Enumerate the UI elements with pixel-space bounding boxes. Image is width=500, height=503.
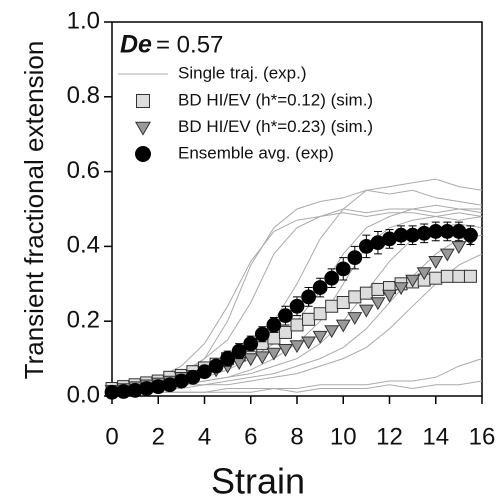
trajectory-line: [111, 212, 483, 389]
triangle-point: [312, 330, 328, 344]
circle-point: [254, 326, 270, 342]
legend-symbol: [136, 94, 150, 108]
x-tick-label: 12: [376, 423, 403, 450]
x-tick-label: 0: [105, 423, 118, 450]
circle-point: [278, 308, 293, 323]
circle-point: [301, 289, 316, 305]
triangle-point: [393, 282, 409, 296]
triangle-point: [266, 347, 282, 361]
square-point: [440, 269, 454, 283]
square-point: [278, 325, 292, 339]
square-point: [452, 269, 466, 283]
triangle-point: [301, 336, 317, 350]
circle-point: [463, 227, 478, 243]
triangle-point: [335, 319, 351, 333]
square-point: [313, 307, 327, 321]
triangle-point: [324, 325, 340, 339]
circle-point: [335, 261, 351, 277]
square-point: [429, 271, 443, 285]
legend-label: BD HI/EV (h*=0.12) (sim.): [178, 90, 373, 109]
y-tick-label: 0.2: [67, 307, 100, 334]
circle-point: [266, 317, 282, 333]
triangle-point: [428, 256, 444, 269]
x-axis-label: Strain: [211, 461, 305, 502]
y-axis-label: Transient fractional extension: [19, 41, 49, 380]
y-tick-label: 1.0: [67, 7, 100, 34]
trajectory-line: [112, 380, 483, 393]
x-tick-label: 2: [152, 423, 165, 450]
square-point: [463, 269, 477, 283]
circle-point: [208, 358, 224, 374]
square-point: [290, 318, 304, 332]
triangle-point: [451, 241, 467, 254]
circle-point: [289, 298, 305, 314]
circle-point: [243, 336, 259, 352]
legend-symbol: [135, 146, 151, 162]
triangle-point: [382, 289, 397, 303]
x-tick-label: 8: [290, 423, 303, 450]
annotation-symbol: De: [120, 31, 152, 59]
y-tick-label: 0.4: [67, 232, 100, 259]
y-tick-label: 0.0: [67, 381, 100, 408]
square-point: [325, 299, 339, 313]
circle-point: [347, 250, 363, 266]
x-tick-label: 6: [244, 423, 257, 450]
legend-label: Single traj. (exp.): [178, 63, 307, 82]
legend-label: BD HI/EV (h*=0.23) (sim.): [178, 117, 373, 136]
x-tick-label: 14: [422, 423, 449, 450]
triangle-point: [277, 343, 293, 357]
circle-point: [324, 270, 340, 286]
triangle-point: [289, 340, 305, 354]
x-tick-label: 16: [469, 423, 496, 450]
triangle-point: [358, 304, 374, 318]
square-point: [302, 312, 316, 326]
y-tick-label: 0.6: [67, 157, 100, 184]
annotation-value: = 0.57: [156, 31, 223, 58]
square-point: [348, 290, 362, 304]
circle-point: [312, 280, 328, 295]
y-tick-label: 0.8: [67, 82, 100, 109]
circle-point: [220, 351, 236, 367]
x-tick-label: 4: [198, 423, 211, 450]
triangle-point: [416, 267, 432, 281]
triangle-point: [254, 351, 270, 365]
legend-label: Ensemble avg. (exp): [178, 143, 334, 162]
circle-point: [231, 343, 247, 359]
triangle-point: [439, 248, 455, 262]
square-point: [336, 296, 350, 309]
triangle-point: [243, 353, 259, 367]
x-tick-label: 10: [330, 423, 357, 450]
triangle-point: [370, 297, 386, 311]
triangle-point: [347, 312, 363, 326]
triangle-point: [405, 274, 421, 288]
legend-symbol: [134, 121, 152, 136]
square-point: [371, 282, 385, 296]
